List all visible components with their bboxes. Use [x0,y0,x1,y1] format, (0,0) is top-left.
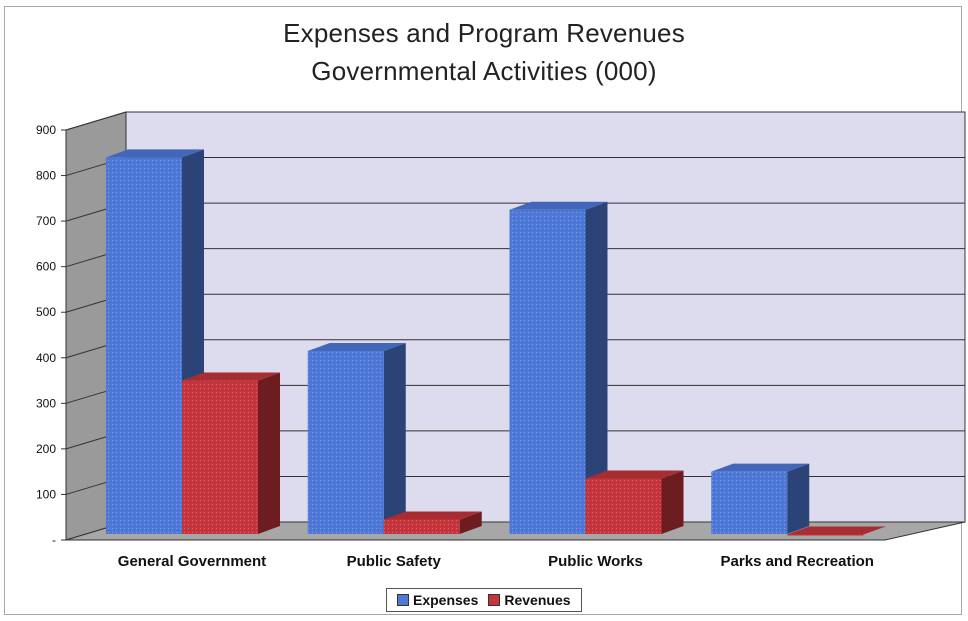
y-tick-label: 600 [36,260,56,274]
y-tick-label: 700 [36,214,56,228]
bar-texture [182,380,258,534]
bar-revenues-public-safety [383,511,482,534]
x-tick-label: General Government [118,553,266,570]
bar-top [509,201,608,210]
y-tick-label: 400 [36,351,56,365]
bar-side [585,201,608,534]
legend-label-expenses: Expenses [413,592,479,608]
bar-texture [711,471,788,534]
bar-expenses-general-government [106,149,204,535]
chart-title: Expenses and Program Revenues [283,18,685,48]
bar-top [585,470,684,479]
bar-top [383,511,482,520]
bar-revenues-parks-and-recreation [787,526,886,536]
chart-subtitle: Governmental Activities (000) [311,56,657,86]
bar-texture [307,350,384,534]
bar-texture [585,478,662,534]
legend-item-revenues: Revenues [488,592,571,608]
x-axis: General Government Public Safety Public Wo… [118,553,874,570]
x-tick-label: Public Works [548,553,643,570]
y-tick-label: 300 [36,396,56,410]
x-tick-label: Parks and Recreation [721,553,874,570]
bar-revenues-public-works [585,470,684,534]
y-tick-label: 800 [36,169,56,183]
bars [106,149,886,536]
y-tick-label: 500 [36,305,56,319]
y-axis: - 100 200 300 400 500 600 700 800 900 [36,123,67,547]
bar-top [787,526,886,535]
bar-side [383,342,406,534]
bar-texture [509,209,586,534]
bar-side [661,470,684,534]
bar-revenues-general-government [182,372,280,534]
bar-side [258,372,280,534]
bar-side [459,511,482,534]
bar-side [787,463,810,534]
y-tick-label: 900 [36,123,56,137]
bar-texture [787,534,864,536]
legend-swatch-revenues [488,594,501,606]
bar-top [182,372,280,381]
legend-swatch-expenses [397,594,409,606]
legend-label-revenues: Revenues [504,592,571,608]
y-tick-label: 200 [36,442,56,456]
y-tick-label: 100 [36,487,56,501]
bar-expenses-parks-and-recreation [711,463,810,534]
legend: Expenses Revenues [386,588,582,612]
bar-expenses-public-works [509,201,608,534]
bar-top [307,342,406,351]
bar-expenses-public-safety [307,342,406,534]
y-tick-label: - [52,533,56,547]
x-tick-label: Public Safety [347,553,442,570]
bar-top [711,463,810,472]
bar-texture [106,157,182,535]
legend-item-expenses: Expenses [397,592,478,608]
bar-top [106,149,204,158]
bar-texture [383,519,460,534]
gridline-side [65,111,127,131]
